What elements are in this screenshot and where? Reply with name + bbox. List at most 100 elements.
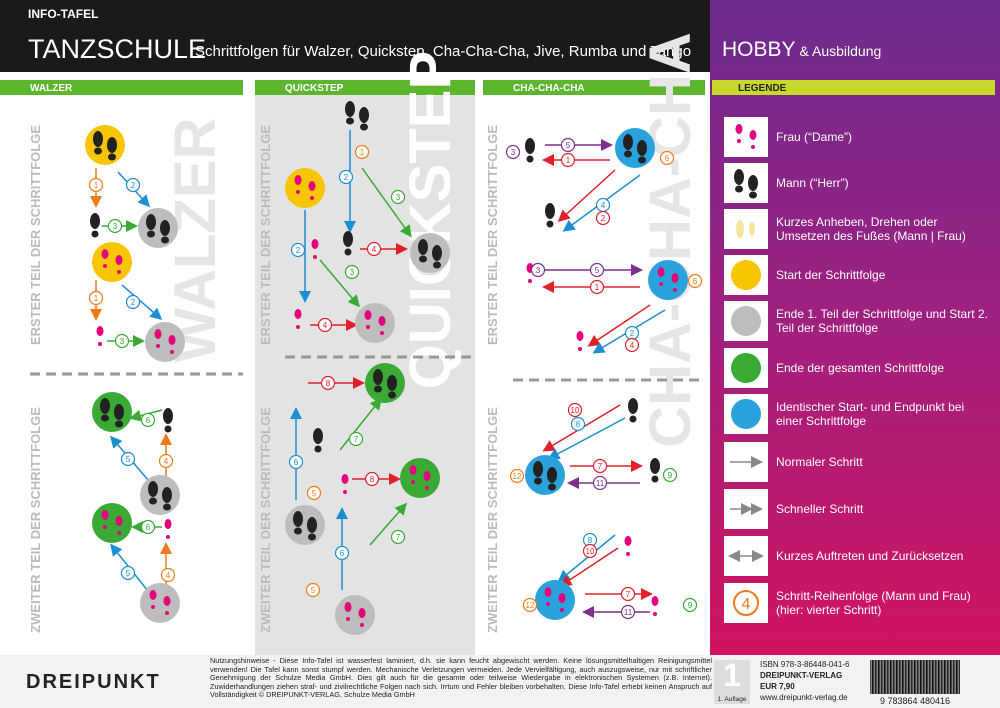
barcode-bar (916, 660, 918, 694)
foot (748, 175, 758, 199)
foot-heel (296, 190, 300, 194)
step-badge (306, 485, 322, 501)
icon-badge (733, 590, 759, 616)
barcode-bar (922, 660, 924, 694)
barcode-bar (898, 660, 900, 694)
part-label: ZWEITER TEIL DER SCHRITTFOLGE (258, 407, 273, 633)
footprint-circle (535, 580, 575, 620)
foot-sole (100, 398, 110, 414)
section-label: WALZER (30, 83, 73, 94)
step-number: 9 (668, 471, 673, 480)
barcode-bar (897, 660, 898, 694)
section-label: QUICKSTEP (285, 83, 344, 94)
step-number: 10 (571, 406, 580, 415)
step-number: 4 (323, 321, 328, 330)
isbn: ISBN 978-3-86448-041-6 (760, 660, 850, 669)
step-arrow (559, 547, 619, 587)
foot (637, 140, 647, 164)
step-number: 1 (566, 156, 571, 165)
step-number: 5 (312, 489, 317, 498)
legend-text: Schneller Schritt (776, 502, 864, 516)
foot-heel (103, 525, 107, 529)
step-badge (589, 279, 605, 295)
single-foot (341, 474, 349, 484)
foot-heel (411, 480, 415, 484)
legend-text: Frau (“Dame”) (776, 130, 853, 144)
footprint-circle (400, 458, 440, 498)
single-heel (164, 425, 172, 433)
foot (423, 471, 431, 490)
single-foot (164, 519, 172, 529)
step-number: 12 (526, 601, 535, 610)
foot (432, 245, 442, 269)
step-number: 7 (598, 462, 603, 471)
foot (100, 398, 110, 422)
legend-icon-box (724, 209, 768, 249)
step-number: 1 (360, 148, 365, 157)
foot-sole (160, 220, 170, 236)
barcode-digits: 9 783864 480416 (880, 696, 950, 706)
foot-sole (533, 461, 543, 477)
foot-sole (387, 375, 397, 391)
icon-circle (731, 353, 761, 383)
barcode-bar (921, 660, 922, 694)
legend-icon-box (724, 163, 768, 203)
foot-heel (380, 331, 384, 335)
barcode-bar (912, 660, 913, 694)
single-heel (343, 490, 347, 494)
foot-heel (147, 230, 155, 238)
barcode-bar (952, 660, 954, 694)
step-number: 2 (630, 329, 635, 338)
foot-sole (547, 467, 557, 483)
single-heel (528, 279, 532, 283)
step-badge (592, 458, 608, 474)
edition-number: 1 (723, 657, 741, 693)
foot-toe (115, 516, 123, 526)
foot-sole (359, 107, 369, 123)
step-badge (505, 144, 521, 160)
foot (671, 273, 679, 292)
footprint-circle (92, 503, 132, 543)
foot (148, 481, 158, 505)
foot-sole (307, 517, 317, 533)
barcode-bar (903, 660, 904, 694)
step-number: 8 (370, 475, 375, 484)
foot (344, 602, 352, 621)
legend-text: Start der Schrittfolge (776, 268, 886, 282)
foot-heel (546, 602, 550, 606)
foot (101, 249, 109, 268)
step-badge (620, 604, 636, 620)
step-badge (125, 177, 141, 193)
single-foot (545, 203, 555, 219)
step-number: 4 (164, 457, 169, 466)
foot-sole (418, 239, 428, 255)
foot (623, 134, 633, 158)
foot-heel (108, 153, 116, 161)
foot (101, 510, 109, 529)
notice: Nutzungshinweise - Diese Info-Tafel ist … (210, 656, 712, 700)
single-foot (343, 231, 353, 247)
publisher: DREIPUNKT-VERLAG (760, 671, 843, 680)
foot (358, 608, 366, 627)
step-badge (567, 402, 583, 418)
barcode-bar (888, 660, 889, 694)
step-number: 3 (350, 268, 355, 277)
barcode-bar (882, 660, 883, 694)
foot (734, 169, 744, 193)
header-bg (0, 0, 710, 72)
barcode-bar (880, 660, 882, 694)
barcode-bar (894, 660, 895, 694)
foot-heel (156, 344, 160, 348)
step-badge (160, 567, 176, 583)
foot-heel (388, 391, 396, 399)
foot-toe (749, 130, 757, 140)
barcode-bar (957, 660, 958, 694)
section-label: CHA-CHA-CHA (513, 83, 585, 94)
step-badge (317, 317, 333, 333)
single-heel (651, 475, 659, 483)
step-number: 2 (344, 173, 349, 182)
step-badge (364, 471, 380, 487)
foot (544, 587, 552, 606)
foot-sole (146, 214, 156, 230)
